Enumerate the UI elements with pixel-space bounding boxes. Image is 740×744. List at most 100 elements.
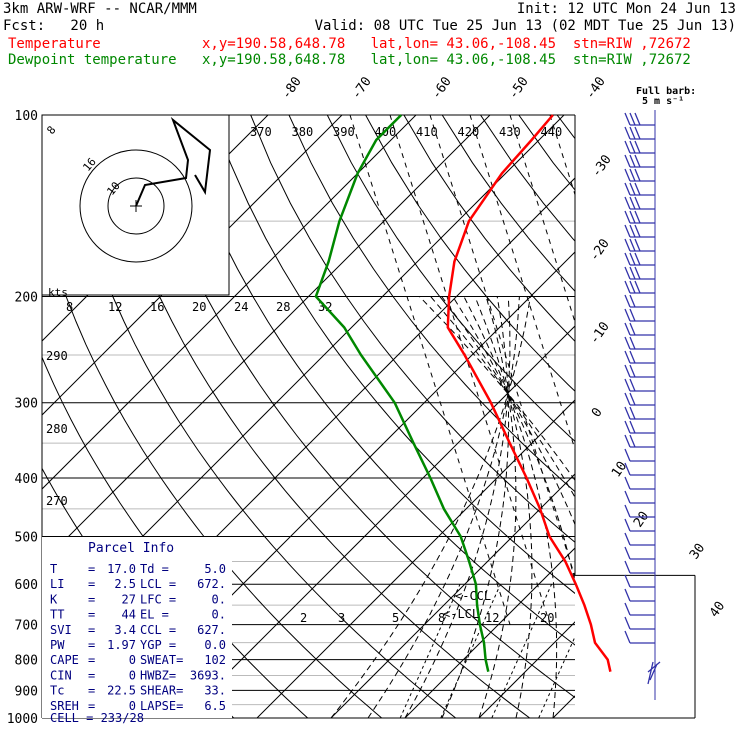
- wind-barb: [625, 267, 655, 279]
- temperature-legend: Temperature: [8, 36, 101, 52]
- parcel-label: EL =: [140, 608, 169, 622]
- wind-barb: [625, 379, 655, 391]
- dry-adiabat: [557, 115, 740, 718]
- isotherm-line: [183, 115, 740, 718]
- lcl-annotation: <-LCL: [443, 607, 479, 621]
- theta-label: 420: [458, 125, 480, 139]
- parcel-value: 3693.: [190, 668, 226, 682]
- parcel-value: 672.: [197, 577, 226, 591]
- wind-barb: [625, 351, 655, 363]
- isotherm-line: [701, 115, 740, 718]
- parcel-label: CAPE: [50, 653, 79, 667]
- wind-barb: [625, 211, 655, 223]
- parcel-label: TT: [50, 608, 64, 622]
- parcel-value: 0.: [212, 608, 226, 622]
- mixing-ratio-label: 28: [276, 300, 290, 314]
- temperature-location: x,y=190.58,648.78 lat,lon= 43.06,-108.45…: [202, 36, 691, 52]
- parcel-label: Td =: [140, 562, 169, 576]
- pressure-label: 100: [15, 109, 38, 124]
- upper-dashed-line: [350, 115, 510, 625]
- isotherm-line: [331, 115, 740, 718]
- dry-adiabat: [289, 115, 740, 718]
- wind-barb: [625, 435, 655, 447]
- upper-dashed-line: [510, 115, 670, 625]
- wind-barb: [625, 407, 655, 419]
- pressure-label: 700: [15, 619, 38, 634]
- parcel-eq: =: [88, 577, 95, 591]
- theta-label: 430: [499, 125, 521, 139]
- mixing-ratio-label: 24: [234, 300, 248, 314]
- wind-barb: [625, 393, 655, 405]
- parcel-label: Tc: [50, 684, 64, 698]
- model-title: 3km ARW-WRF -- NCAR/MMM: [3, 1, 197, 17]
- isotherm-label: -50: [506, 74, 532, 102]
- forecast-hour: Fcst: 20 h: [3, 18, 104, 34]
- parcel-value: 33.: [204, 684, 226, 698]
- pressure-label: 900: [15, 684, 38, 699]
- theta-label: 410: [416, 125, 438, 139]
- wind-barb: [625, 225, 655, 237]
- wind-barb: [625, 113, 655, 125]
- pressure-label: 300: [15, 397, 38, 412]
- dry-adiabat: [634, 115, 740, 718]
- wind-barb: [625, 337, 655, 349]
- parcel-eq: =: [88, 592, 95, 606]
- isotherm-line: [405, 115, 740, 718]
- parcel-value: 0.: [212, 592, 226, 606]
- parcel-value: 27: [122, 592, 136, 606]
- skewt-plot: 1002003004005006007008009001000-80-70-60…: [0, 70, 740, 740]
- wind-barb: [625, 491, 655, 503]
- parcel-value: 0: [129, 668, 136, 682]
- wind-barb: [625, 365, 655, 377]
- parcel-label: CIN: [50, 668, 72, 682]
- wind-barb: [625, 547, 655, 559]
- upper-dashed-line: [550, 115, 710, 625]
- pressure-label: 400: [15, 472, 38, 487]
- parcel-value: 17.0: [107, 562, 136, 576]
- wind-barb: [625, 631, 655, 643]
- moist-adiabat: [475, 297, 532, 719]
- parcel-label: HWBZ=: [140, 668, 176, 682]
- theta-label: 370: [250, 125, 272, 139]
- isotherm-label: 20: [631, 509, 652, 530]
- dry-adiabat: [710, 115, 740, 718]
- wind-barb: [625, 533, 655, 545]
- moist-adiabat: [405, 297, 510, 719]
- wind-barb: [625, 197, 655, 209]
- wind-barb-legend-unit: 5 m s⁻¹: [642, 96, 684, 107]
- parcel-value: 5.0: [204, 562, 226, 576]
- mixing-ratio-line: [441, 584, 501, 718]
- parcel-eq: =: [88, 608, 95, 622]
- parcel-value: 0: [129, 653, 136, 667]
- parcel-value: 6.5: [204, 699, 226, 713]
- isotherm-label: -30: [589, 152, 615, 180]
- parcel-value: 0.0: [204, 638, 226, 652]
- dry-adiabat-label: 280: [46, 422, 68, 436]
- mixing-ratio-label: 8: [66, 300, 73, 314]
- upper-dashed-line: [390, 115, 550, 625]
- isotherm-label: 40: [707, 599, 728, 620]
- pressure-label: 1000: [7, 712, 38, 727]
- parcel-value: 102: [204, 653, 226, 667]
- isotherm-label: 30: [687, 541, 708, 562]
- parcel-label: YGP =: [140, 638, 176, 652]
- isotherm-label: -60: [429, 74, 455, 102]
- isotherm-line: [553, 115, 740, 718]
- parcel-label: SHEAR=: [140, 684, 183, 698]
- mixing-ratio-line: [630, 584, 690, 718]
- wind-barb: [625, 239, 655, 251]
- wind-barb: [625, 477, 655, 489]
- isotherm-label: -10: [587, 319, 613, 347]
- parcel-eq: =: [88, 668, 95, 682]
- wind-barb: [625, 603, 655, 615]
- parcel-label: LI: [50, 577, 64, 591]
- mixing-ratio-label: 2: [300, 611, 307, 625]
- parcel-value: 44: [122, 608, 136, 622]
- parcel-value: 1.97: [107, 638, 136, 652]
- dry-adiabat: [404, 115, 740, 718]
- pressure-label: 200: [15, 291, 38, 306]
- pressure-label: 800: [15, 654, 38, 669]
- dewpoint-location: x,y=190.58,648.78 lat,lon= 43.06,-108.45…: [202, 52, 691, 68]
- parcel-eq: =: [88, 638, 95, 652]
